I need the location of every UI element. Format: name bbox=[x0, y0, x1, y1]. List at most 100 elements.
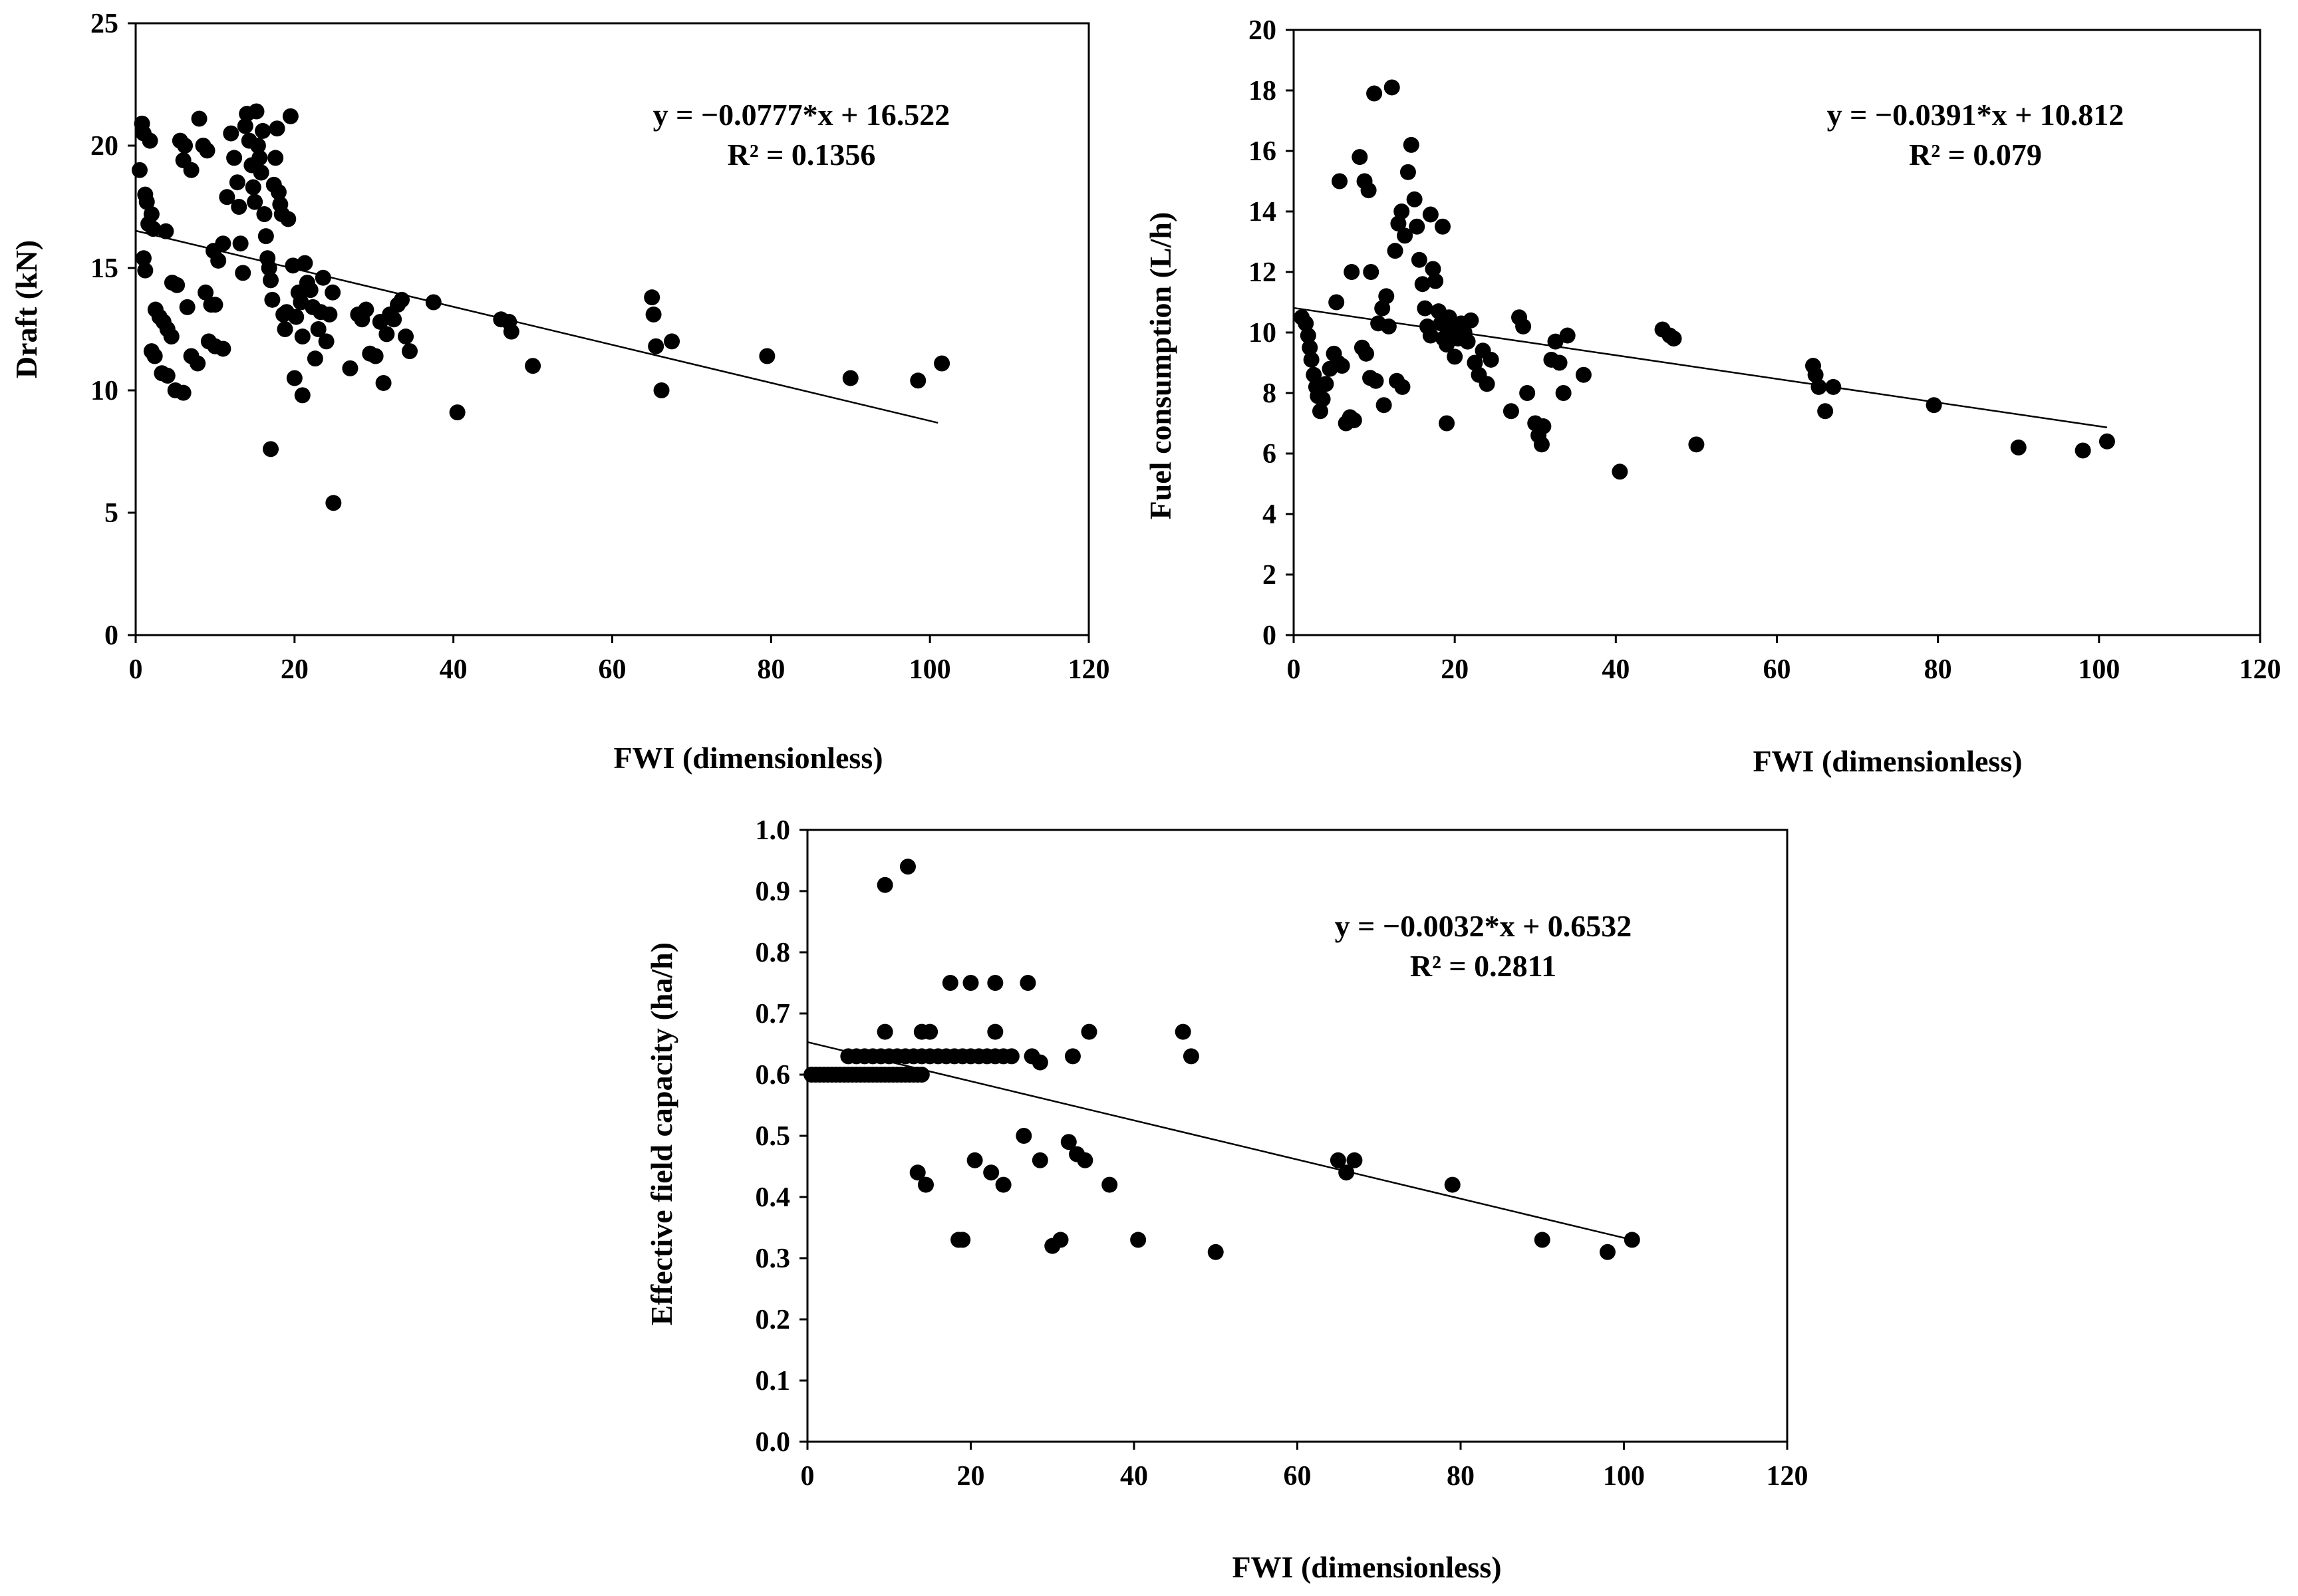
data-points bbox=[1294, 79, 2115, 480]
data-point bbox=[525, 358, 541, 374]
annotation-equation: y = −0.0391*x + 10.812 bbox=[1827, 98, 2124, 132]
data-point bbox=[1393, 203, 1410, 219]
data-point bbox=[1483, 351, 1499, 368]
data-point bbox=[199, 142, 215, 159]
data-point bbox=[1555, 385, 1572, 401]
data-point bbox=[375, 374, 392, 391]
y-tick-label: 0 bbox=[1262, 620, 1276, 651]
data-point bbox=[1435, 218, 1451, 235]
data-point bbox=[1060, 1134, 1077, 1150]
x-tick-label: 80 bbox=[1447, 1461, 1475, 1492]
data-point bbox=[1427, 273, 1444, 289]
data-point bbox=[145, 221, 162, 237]
data-point bbox=[1612, 464, 1628, 480]
data-point bbox=[235, 265, 251, 281]
data-point bbox=[1003, 1048, 1020, 1065]
x-tick-label: 60 bbox=[1284, 1461, 1312, 1492]
trendline bbox=[1293, 307, 2108, 428]
data-point bbox=[310, 321, 327, 337]
x-tick-label: 20 bbox=[281, 654, 309, 685]
data-point bbox=[263, 441, 279, 458]
y-tick-label: 16 bbox=[1248, 136, 1276, 167]
data-point bbox=[1447, 348, 1463, 365]
data-point bbox=[1444, 1176, 1461, 1193]
x-axis-title: FWI (dimensionless) bbox=[1232, 1550, 1501, 1584]
data-point bbox=[1825, 378, 1842, 395]
data-point bbox=[1314, 391, 1331, 408]
data-point bbox=[2098, 433, 2115, 450]
x-tick-label: 20 bbox=[957, 1461, 985, 1492]
data-point bbox=[261, 260, 277, 276]
data-point bbox=[1344, 264, 1360, 280]
data-point bbox=[934, 355, 950, 372]
y-tick-label: 6 bbox=[1262, 439, 1276, 469]
data-point bbox=[255, 122, 271, 139]
y-tick-label: 0.6 bbox=[756, 1060, 791, 1091]
data-point bbox=[922, 1023, 938, 1040]
data-point bbox=[1547, 333, 1564, 350]
data-point bbox=[1312, 403, 1328, 420]
data-point bbox=[1175, 1023, 1191, 1040]
data-point bbox=[1081, 1023, 1097, 1040]
y-tick-label: 5 bbox=[104, 498, 118, 529]
data-point bbox=[1422, 327, 1439, 344]
data-point bbox=[1599, 1244, 1616, 1260]
y-tick-label: 0 bbox=[104, 620, 118, 651]
data-point bbox=[1366, 85, 1383, 102]
y-ticks: 0 2 4 6 8 10 12 14 16 18 20 bbox=[1248, 15, 1294, 651]
data-point bbox=[917, 1176, 934, 1193]
y-tick-label: 2 bbox=[1262, 560, 1276, 591]
data-point bbox=[1328, 294, 1345, 311]
data-point bbox=[358, 301, 374, 318]
data-point bbox=[1207, 1244, 1224, 1260]
y-tick-label: 20 bbox=[90, 131, 118, 162]
data-point bbox=[394, 291, 410, 308]
y-axis-title: Draft (kN) bbox=[9, 240, 43, 378]
data-point bbox=[1360, 182, 1377, 199]
data-point bbox=[257, 228, 274, 245]
x-tick-label: 40 bbox=[1602, 654, 1630, 685]
x-tick-label: 120 bbox=[1068, 654, 1110, 685]
data-point bbox=[321, 306, 338, 323]
data-point bbox=[1052, 1232, 1069, 1248]
data-point bbox=[378, 326, 395, 342]
data-point bbox=[270, 184, 287, 200]
y-tick-label: 18 bbox=[1248, 76, 1276, 106]
data-point bbox=[1077, 1152, 1093, 1168]
data-point bbox=[987, 975, 1004, 991]
y-tick-label: 8 bbox=[1262, 378, 1276, 409]
data-point bbox=[1394, 378, 1411, 395]
data-point bbox=[267, 150, 284, 166]
data-point bbox=[1032, 1054, 1048, 1071]
x-ticks: 0 20 40 60 80 100 120 bbox=[1287, 635, 2281, 685]
data-point bbox=[1414, 276, 1431, 293]
data-point bbox=[1375, 397, 1392, 414]
data-point bbox=[1338, 1164, 1355, 1181]
data-point bbox=[1519, 385, 1536, 401]
data-point bbox=[307, 350, 323, 367]
data-point bbox=[249, 138, 266, 154]
data-point bbox=[2010, 439, 2027, 456]
data-point bbox=[1378, 288, 1395, 305]
data-point bbox=[1439, 415, 1455, 432]
data-point bbox=[175, 384, 192, 401]
data-point bbox=[942, 975, 958, 991]
data-point bbox=[1346, 412, 1362, 428]
data-point bbox=[842, 370, 859, 386]
data-point bbox=[215, 340, 231, 357]
x-tick-label: 60 bbox=[599, 654, 627, 685]
data-point bbox=[248, 103, 265, 120]
data-point bbox=[135, 250, 152, 267]
x-tick-label: 0 bbox=[1287, 654, 1301, 685]
data-point bbox=[138, 194, 155, 210]
data-point bbox=[966, 1152, 983, 1168]
data-point bbox=[2075, 442, 2091, 459]
data-point bbox=[253, 164, 269, 181]
data-point bbox=[1559, 327, 1576, 344]
data-point bbox=[215, 235, 231, 252]
data-point bbox=[1032, 1152, 1048, 1168]
x-tick-label: 40 bbox=[440, 654, 468, 685]
y-tick-label: 25 bbox=[90, 9, 118, 39]
data-point bbox=[232, 235, 249, 252]
data-point bbox=[1551, 354, 1568, 371]
